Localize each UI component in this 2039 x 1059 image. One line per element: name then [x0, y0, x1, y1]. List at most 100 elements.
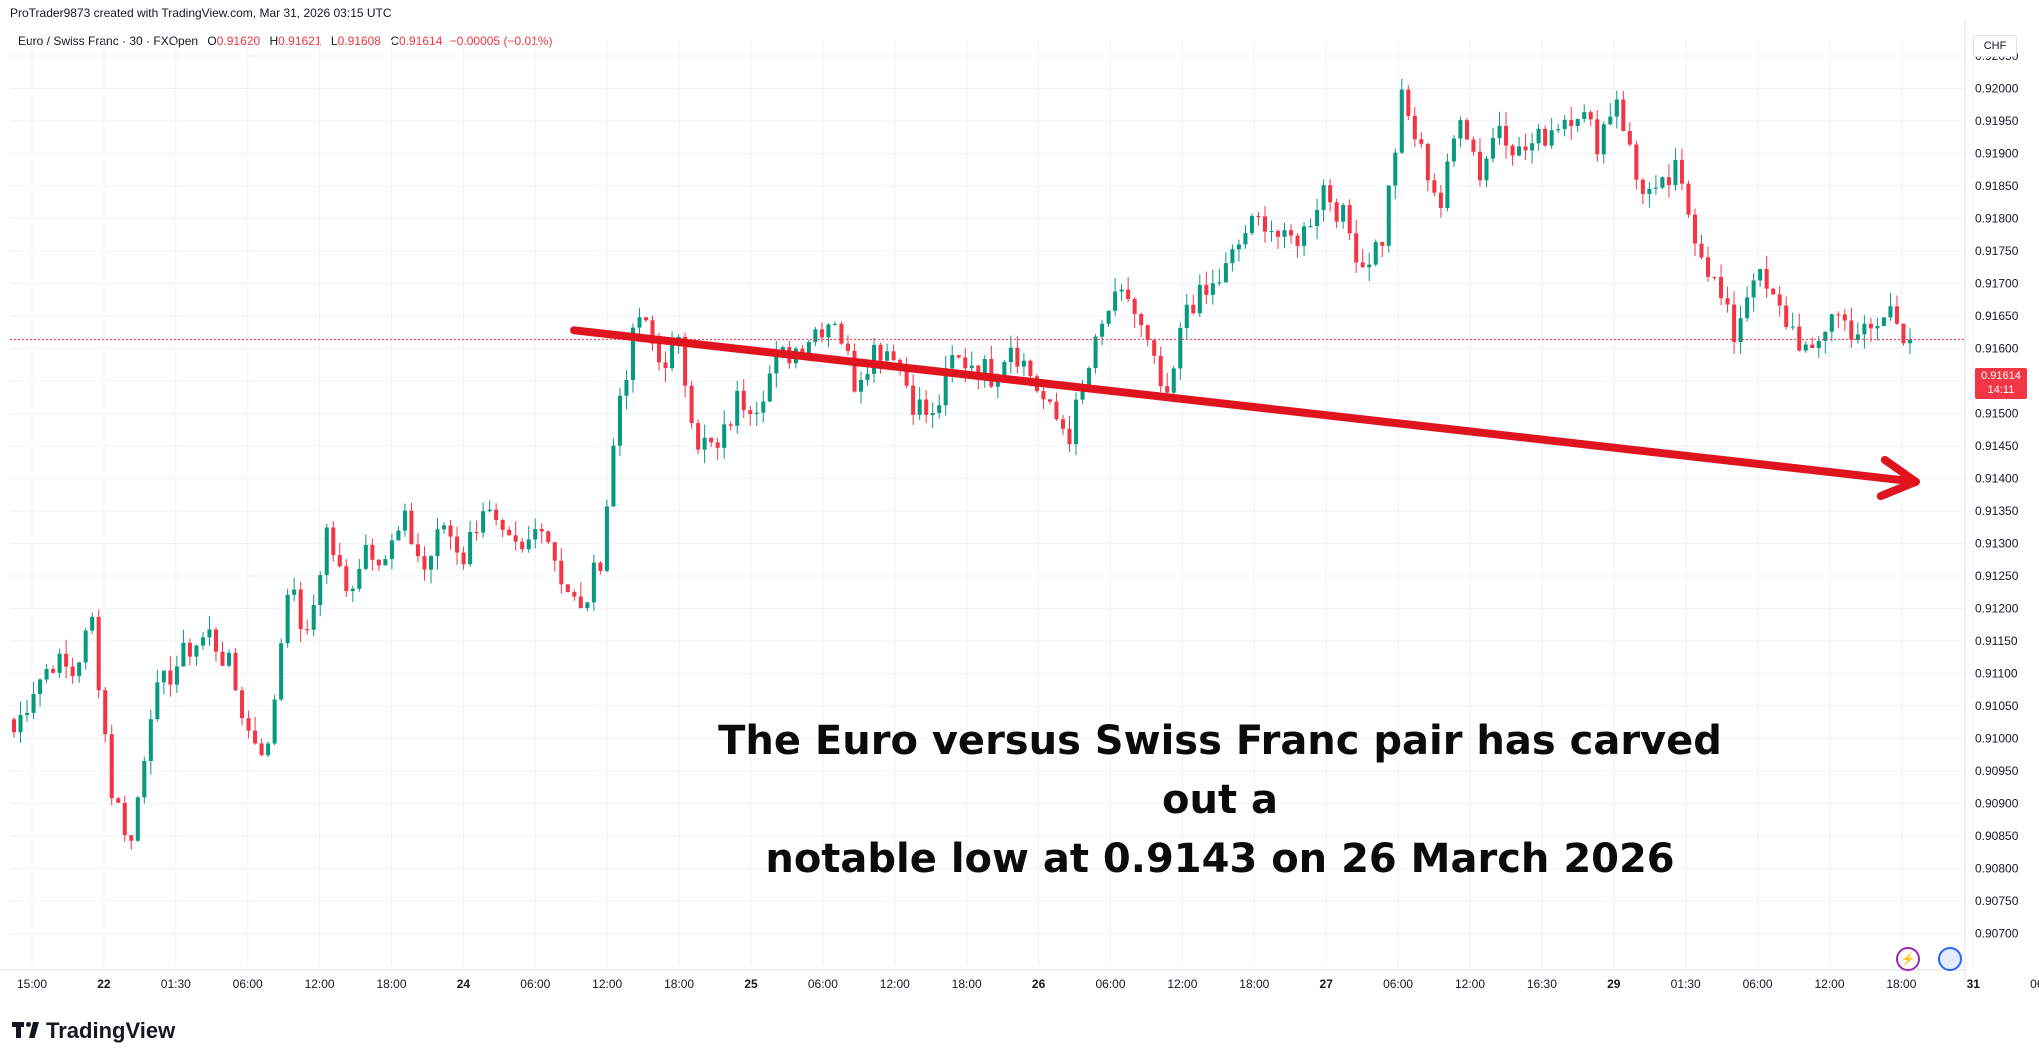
candle: [376, 558, 381, 572]
candle-body: [650, 320, 655, 344]
candle-body: [285, 594, 290, 644]
candle-body: [1262, 216, 1267, 232]
candle: [1738, 305, 1743, 354]
tradingview-logo[interactable]: TradingView: [12, 1018, 175, 1044]
candle-body: [253, 730, 258, 744]
candle-body: [1549, 130, 1554, 146]
candle-body: [481, 511, 486, 533]
candle-body: [83, 630, 88, 663]
candle: [1523, 133, 1528, 161]
candle: [845, 335, 850, 356]
candle: [1106, 310, 1111, 328]
candle: [858, 371, 864, 404]
candle-body: [1477, 151, 1482, 181]
candle-body: [1803, 344, 1808, 351]
symbol-name[interactable]: Euro / Swiss Franc · 30 · FXOpen: [18, 34, 199, 48]
currency-selector[interactable]: CHF: [1973, 35, 2017, 57]
candle-body: [1881, 317, 1886, 327]
candle-body: [1321, 185, 1326, 210]
candle: [1706, 246, 1711, 282]
candle-body: [1093, 336, 1098, 369]
candle-body: [533, 528, 538, 540]
candle: [422, 546, 427, 581]
candle-body: [1810, 344, 1815, 348]
candle-body: [181, 642, 186, 667]
candle-body: [1543, 128, 1548, 146]
candle-body: [292, 589, 297, 595]
candle-body: [168, 670, 173, 685]
candle: [77, 661, 82, 683]
candle: [852, 343, 857, 393]
candle-body: [513, 535, 518, 542]
candle-body: [1204, 284, 1209, 295]
candle-body: [624, 380, 629, 396]
candle: [129, 835, 134, 850]
candle-body: [161, 670, 166, 683]
candle: [1732, 291, 1737, 355]
candle: [442, 522, 447, 534]
candle: [142, 756, 147, 804]
candle-body: [715, 442, 720, 448]
candle-body: [1797, 326, 1802, 351]
candle: [474, 520, 479, 541]
flash-icon[interactable]: ⚡: [1896, 947, 1920, 971]
time-tick-label: 16:30: [1527, 977, 1557, 991]
candle-body: [1504, 125, 1509, 146]
candle-body: [1451, 138, 1456, 162]
candle: [494, 503, 499, 526]
candle: [1868, 317, 1873, 343]
candle-body: [455, 536, 460, 553]
candle: [481, 502, 486, 538]
candle-body: [331, 527, 336, 556]
candle: [70, 657, 75, 684]
candle-body: [311, 605, 316, 630]
candle-body: [266, 743, 271, 756]
candle-body: [213, 629, 218, 652]
candle: [578, 582, 583, 609]
candle: [526, 525, 531, 553]
time-axis[interactable]: 15:00 22 01:30 06:00 12:00 18:00 24 06:00 12:00 1…: [17, 977, 2039, 991]
candle-body: [500, 520, 505, 530]
candle: [1184, 293, 1189, 340]
candle-body: [1666, 177, 1671, 186]
candle-body: [1777, 294, 1782, 306]
candle: [1204, 271, 1209, 305]
candle: [891, 344, 896, 361]
candle-body: [11, 719, 17, 733]
candle: [311, 594, 316, 637]
candle: [1021, 353, 1026, 377]
candle-body: [1047, 399, 1052, 402]
candle: [1608, 103, 1613, 126]
trend-arrow[interactable]: [570, 326, 1920, 501]
candle-body: [109, 734, 114, 799]
price-axis[interactable]: 0.920500.920000.919500.919000.918500.918…: [1975, 49, 2019, 941]
candle: [1328, 179, 1333, 212]
candle: [389, 533, 394, 570]
price-tick-label: 0.91650: [1975, 309, 2019, 323]
candle: [650, 315, 655, 351]
candle-body: [187, 642, 192, 657]
candle-body: [1178, 328, 1183, 369]
time-tick-label: 27: [1320, 977, 1334, 991]
high-value: 0.91621: [278, 34, 322, 48]
candle-body: [318, 575, 323, 606]
candle-body: [135, 797, 140, 841]
candle-body: [1888, 306, 1893, 318]
candle-body: [1067, 428, 1072, 445]
time-tick-label: 18:00: [664, 977, 694, 991]
candle-body: [565, 584, 570, 593]
candle-body: [1523, 146, 1528, 151]
time-tick-label: 18:00: [1239, 977, 1269, 991]
candle-body: [1002, 362, 1007, 377]
candle: [1725, 286, 1730, 313]
candle: [1679, 148, 1684, 191]
candle-body: [1692, 214, 1698, 244]
candle-body: [96, 616, 101, 691]
candle: [1217, 269, 1222, 287]
globe-icon[interactable]: [1938, 947, 1962, 971]
candle: [513, 521, 518, 551]
candle: [18, 701, 23, 744]
candle-body: [194, 645, 199, 657]
change-value: −0.00005 (−0.01%): [449, 34, 553, 48]
